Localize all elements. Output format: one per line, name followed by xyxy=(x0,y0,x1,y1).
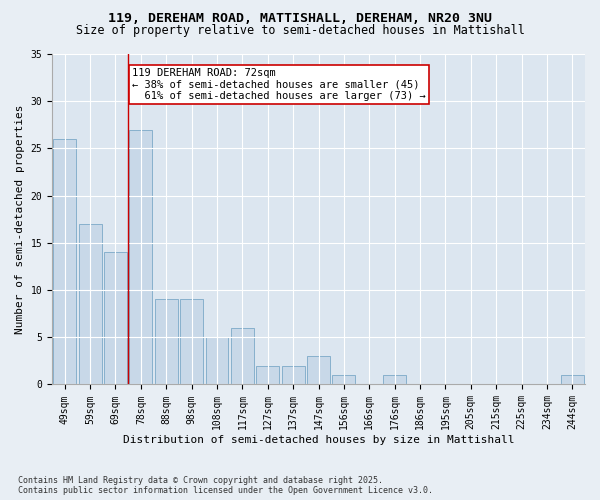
Bar xyxy=(155,300,178,384)
Bar xyxy=(561,375,584,384)
Bar xyxy=(231,328,254,384)
Bar xyxy=(79,224,101,384)
Bar xyxy=(256,366,279,384)
Bar xyxy=(282,366,305,384)
Bar xyxy=(332,375,355,384)
Bar xyxy=(104,252,127,384)
X-axis label: Distribution of semi-detached houses by size in Mattishall: Distribution of semi-detached houses by … xyxy=(123,435,514,445)
Text: 119, DEREHAM ROAD, MATTISHALL, DEREHAM, NR20 3NU: 119, DEREHAM ROAD, MATTISHALL, DEREHAM, … xyxy=(108,12,492,26)
Bar xyxy=(180,300,203,384)
Bar xyxy=(383,375,406,384)
Text: 119 DEREHAM ROAD: 72sqm
← 38% of semi-detached houses are smaller (45)
  61% of : 119 DEREHAM ROAD: 72sqm ← 38% of semi-de… xyxy=(132,68,426,102)
Bar xyxy=(206,338,229,384)
Y-axis label: Number of semi-detached properties: Number of semi-detached properties xyxy=(15,104,25,334)
Text: Contains HM Land Registry data © Crown copyright and database right 2025.
Contai: Contains HM Land Registry data © Crown c… xyxy=(18,476,433,495)
Bar xyxy=(53,139,76,384)
Bar xyxy=(307,356,330,384)
Text: Size of property relative to semi-detached houses in Mattishall: Size of property relative to semi-detach… xyxy=(76,24,524,37)
Bar xyxy=(130,130,152,384)
